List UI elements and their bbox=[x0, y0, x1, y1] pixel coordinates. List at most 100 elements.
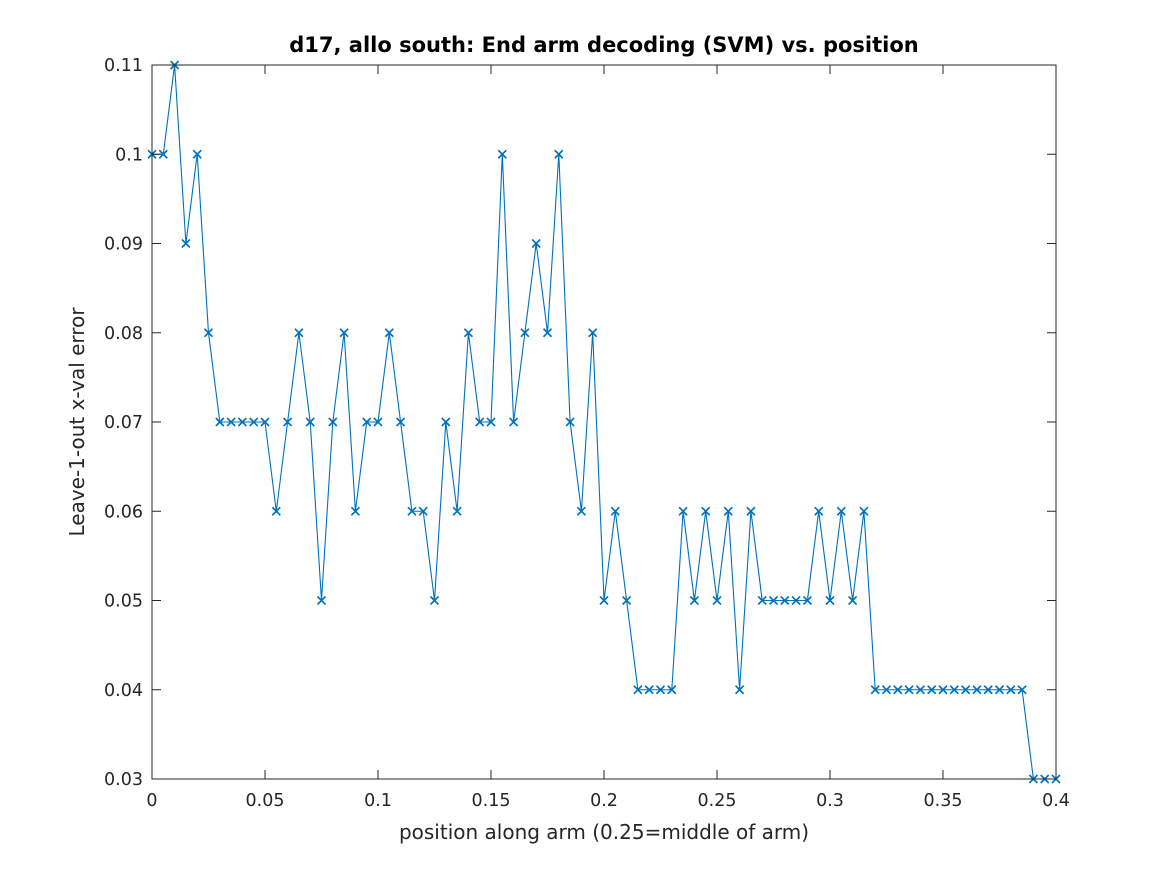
data-point-marker bbox=[893, 685, 903, 695]
y-tick-label: 0.08 bbox=[104, 324, 143, 344]
y-tick-label: 0.11 bbox=[104, 56, 143, 76]
data-point-marker bbox=[599, 595, 609, 606]
x-tick-label: 0.1 bbox=[364, 791, 392, 811]
data-point-marker bbox=[452, 506, 462, 516]
data-point-marker bbox=[158, 149, 168, 159]
data-point-marker bbox=[181, 238, 191, 249]
chart-title: d17, allo south: End arm decoding (SVM) … bbox=[289, 33, 919, 57]
data-point-marker bbox=[757, 595, 767, 606]
data-point-marker bbox=[429, 595, 440, 606]
data-point-marker bbox=[316, 595, 327, 606]
x-tick-label: 0.35 bbox=[924, 791, 963, 811]
data-point-marker bbox=[904, 685, 914, 695]
data-point-marker bbox=[542, 328, 553, 338]
data-point-marker bbox=[915, 685, 925, 695]
data-point-marker bbox=[791, 595, 801, 606]
x-tick-label: 0.05 bbox=[246, 791, 285, 811]
data-point-marker bbox=[633, 685, 643, 695]
data-point-marker bbox=[746, 506, 756, 516]
data-point-marker bbox=[768, 595, 779, 606]
data-point-marker bbox=[554, 149, 564, 159]
data-point-marker bbox=[825, 595, 835, 606]
data-point-marker bbox=[350, 506, 360, 516]
data-point-marker bbox=[203, 328, 214, 338]
data-point-marker bbox=[994, 685, 1005, 695]
data-point-marker bbox=[938, 685, 948, 695]
data-point-marker bbox=[237, 417, 247, 427]
ticks-layer: 0 0.05 0.1 0.15 0.2 0.25 0.3 0.35 0.4 0.03 0.04 0.0… bbox=[104, 56, 1070, 811]
data-point-marker bbox=[848, 595, 858, 606]
data-point-marker bbox=[497, 149, 507, 159]
data-point-marker bbox=[610, 506, 620, 516]
data-point-marker bbox=[689, 595, 699, 606]
y-tick-label: 0.04 bbox=[104, 681, 143, 701]
data-point-marker bbox=[362, 417, 372, 427]
data-point-marker bbox=[520, 328, 530, 338]
data-point-marker bbox=[384, 328, 394, 338]
y-axis-label: Leave-1-out x-val error bbox=[65, 307, 89, 537]
data-point-marker bbox=[712, 595, 722, 606]
data-point-marker bbox=[260, 417, 270, 427]
y-tick-label: 0.1 bbox=[115, 145, 143, 165]
data-point-marker bbox=[927, 685, 937, 695]
x-tick-label: 0.15 bbox=[472, 791, 511, 811]
data-point-marker bbox=[1017, 685, 1027, 695]
x-tick-label: 0.25 bbox=[698, 791, 737, 811]
plot-frame bbox=[151, 64, 1057, 780]
data-point-marker bbox=[373, 417, 383, 427]
y-tick-label: 0.05 bbox=[104, 592, 143, 612]
data-point-marker bbox=[396, 417, 406, 427]
data-point-marker bbox=[983, 685, 993, 695]
data-point-marker bbox=[305, 417, 315, 427]
data-point-marker bbox=[678, 506, 688, 516]
data-point-marker bbox=[735, 685, 745, 695]
data-point-marker bbox=[961, 685, 971, 695]
data-point-marker bbox=[475, 417, 485, 427]
x-tick-label: 0.2 bbox=[590, 791, 618, 811]
data-point-marker bbox=[486, 417, 496, 427]
data-point-marker bbox=[283, 417, 293, 427]
data-point-marker bbox=[644, 685, 654, 695]
data-point-marker bbox=[701, 506, 711, 516]
plot-area bbox=[152, 65, 1056, 779]
x-tick-label: 0.3 bbox=[816, 791, 844, 811]
data-point-marker bbox=[463, 328, 473, 338]
x-tick-label: 0.4 bbox=[1042, 791, 1070, 811]
y-tick-label: 0.07 bbox=[104, 413, 143, 433]
data-point-marker bbox=[215, 417, 225, 427]
y-tick-label: 0.03 bbox=[104, 770, 143, 790]
data-point-marker bbox=[294, 328, 304, 338]
data-point-marker bbox=[271, 506, 281, 516]
data-point-marker bbox=[531, 238, 541, 249]
data-point-marker bbox=[407, 506, 417, 516]
data-point-marker bbox=[802, 595, 812, 606]
data-point-marker bbox=[328, 417, 338, 427]
data-point-marker bbox=[509, 417, 519, 427]
data-point-marker bbox=[565, 417, 575, 427]
data-point-marker bbox=[226, 417, 236, 427]
data-point-marker bbox=[339, 328, 349, 338]
data-point-marker bbox=[588, 328, 598, 338]
y-tick-label: 0.06 bbox=[104, 502, 143, 522]
data-point-marker bbox=[576, 506, 586, 516]
data-point-marker bbox=[249, 417, 259, 427]
data-point-marker bbox=[836, 506, 846, 516]
data-point-marker bbox=[881, 685, 892, 695]
data-point-marker bbox=[192, 149, 202, 159]
data-point-marker bbox=[814, 506, 824, 516]
data-point-marker bbox=[780, 595, 790, 606]
data-point-marker bbox=[972, 685, 982, 695]
data-point-marker bbox=[949, 685, 959, 695]
data-point-marker bbox=[655, 685, 666, 695]
data-point-marker bbox=[622, 595, 632, 606]
data-point-marker bbox=[859, 506, 869, 516]
data-point-marker bbox=[441, 417, 451, 427]
x-tick-label: 0 bbox=[146, 791, 157, 811]
data-point-marker bbox=[870, 685, 880, 695]
data-point-marker bbox=[667, 685, 677, 695]
y-tick-label: 0.09 bbox=[104, 235, 143, 255]
data-point-marker bbox=[418, 506, 428, 516]
data-point-marker bbox=[723, 506, 733, 516]
data-point-marker bbox=[1006, 685, 1016, 695]
